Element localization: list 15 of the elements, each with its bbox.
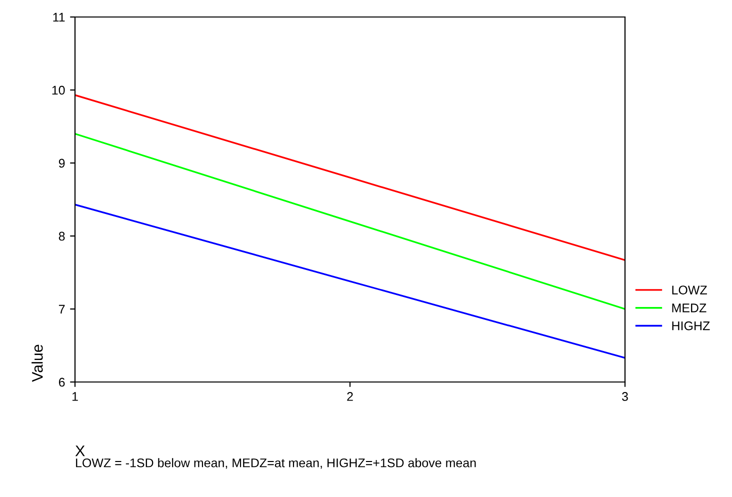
legend-label: MEDZ [672, 304, 706, 312]
x-tick-label: 2 [347, 392, 353, 401]
legend-label: LOWZ [672, 286, 707, 294]
y-tick-label: 8 [58, 232, 65, 241]
y-tick-label: 7 [58, 304, 65, 314]
x-tick-label: 1 [72, 392, 78, 401]
y-axis-title: Value [32, 344, 43, 382]
y-tick-label: 6 [58, 378, 65, 387]
y-tick-label: 11 [53, 12, 65, 22]
y-tick-label: 9 [58, 158, 65, 168]
text: LOWZ = -1SD below mean, MEDZ=at mean, HIGHZ=+1SD above mean [76, 458, 476, 469]
y-tick-label: 10 [52, 86, 65, 95]
x-tick-label: 3 [622, 392, 628, 401]
legend-label: HIGHZ [672, 321, 710, 330]
x-axis-title: X [75, 446, 85, 456]
